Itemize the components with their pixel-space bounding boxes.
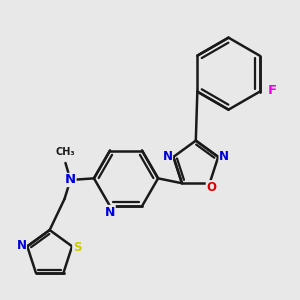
Text: N: N <box>65 173 76 187</box>
Text: O: O <box>206 181 216 194</box>
Text: N: N <box>163 150 172 164</box>
Text: F: F <box>268 83 277 97</box>
Text: CH₃: CH₃ <box>56 147 75 157</box>
Text: N: N <box>16 239 26 252</box>
Text: N: N <box>105 206 115 218</box>
Text: S: S <box>73 242 81 254</box>
Text: N: N <box>219 150 229 164</box>
